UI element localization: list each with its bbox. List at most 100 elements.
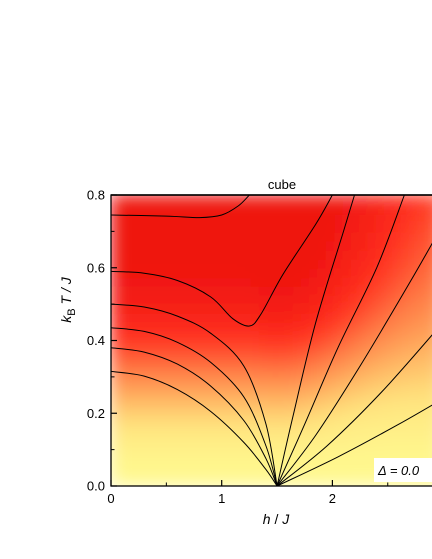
heatmap-cell <box>417 366 428 378</box>
heatmap-cell <box>408 212 420 224</box>
heatmap-cell <box>284 384 295 397</box>
heatmap-cell <box>168 366 179 378</box>
heatmap-cell <box>367 195 378 206</box>
heatmap-cell <box>276 430 287 442</box>
heatmap-cell <box>400 430 411 442</box>
heatmap-cell <box>383 212 395 224</box>
heatmap-cell <box>342 339 353 351</box>
y-tick-label: 0.6 <box>87 260 105 275</box>
heatmap-cell <box>284 294 295 306</box>
heatmap-cell <box>292 339 303 351</box>
heatmap-cell <box>317 357 328 369</box>
heatmap-cell <box>251 384 262 397</box>
heatmap-cell <box>367 475 378 486</box>
heatmap-cell <box>383 366 395 378</box>
heatmap-cell <box>317 203 328 215</box>
heatmap-cell <box>184 275 196 287</box>
heatmap-cell <box>342 312 353 324</box>
heatmap-cell <box>143 421 154 433</box>
heatmap-cell <box>217 448 229 460</box>
heatmap-cell <box>408 266 420 278</box>
heatmap-cell <box>334 475 345 486</box>
heatmap-cell <box>383 412 395 424</box>
heatmap-cell <box>309 239 320 251</box>
heatmap-cell <box>425 357 432 369</box>
heatmap-cell <box>267 430 279 442</box>
heatmap-cell <box>417 248 428 260</box>
heatmap-cell <box>309 448 320 460</box>
heatmap-cell <box>375 275 386 287</box>
heatmap-cell <box>201 412 212 424</box>
heatmap-cell <box>134 203 146 215</box>
heatmap-cell <box>217 212 229 224</box>
heatmap-cell <box>367 394 378 406</box>
heatmap-cell <box>350 203 362 215</box>
heatmap-cell <box>159 439 171 451</box>
heatmap-cell <box>300 330 312 342</box>
heatmap-cell <box>292 312 303 324</box>
heatmap-cell <box>159 475 171 486</box>
heatmap-cell <box>118 195 129 206</box>
heatmap-cell <box>317 339 328 351</box>
heatmap-cell <box>408 195 420 206</box>
heatmap-cell <box>234 366 245 378</box>
heatmap-cell <box>226 475 237 486</box>
heatmap-cell <box>151 330 162 342</box>
heatmap-cell <box>193 448 204 460</box>
heatmap-cell <box>325 239 337 251</box>
heatmap-cell <box>168 421 179 433</box>
heatmap-cell <box>342 266 353 278</box>
heatmap-cell <box>276 448 287 460</box>
heatmap-cell <box>159 312 171 324</box>
heatmap-cell <box>400 330 411 342</box>
heatmap-cell <box>226 430 237 442</box>
heatmap-cell <box>118 466 129 478</box>
heatmap-cell <box>359 348 370 360</box>
heatmap-cell <box>350 212 362 224</box>
heatmap-cell <box>350 248 362 260</box>
heatmap-cell <box>217 457 229 469</box>
heatmap-cell <box>400 257 411 269</box>
heatmap-cell <box>184 348 196 360</box>
heatmap-cell <box>143 230 154 242</box>
contour-7 <box>276 195 355 486</box>
heatmap-cell <box>309 266 320 278</box>
heatmap-cell <box>267 239 279 251</box>
heatmap-cell <box>176 321 187 333</box>
heatmap-cell <box>267 248 279 260</box>
heatmap-cell <box>168 457 179 469</box>
heatmap-cell <box>168 475 179 486</box>
heatmap-cell <box>417 303 428 315</box>
heatmap-cell <box>342 330 353 342</box>
heatmap-cell <box>292 230 303 242</box>
heatmap-cell <box>400 303 411 315</box>
heatmap-cell <box>400 439 411 451</box>
heatmap-cell <box>217 357 229 369</box>
heatmap-cell <box>417 339 428 351</box>
heatmap-cell <box>234 412 245 424</box>
heatmap-cell <box>251 294 262 306</box>
heatmap-cell <box>151 294 162 306</box>
heatmap-cell <box>134 248 146 260</box>
heatmap-cell <box>111 257 121 269</box>
heatmap-cell <box>226 275 237 287</box>
heatmap-cell <box>234 403 245 415</box>
heatmap-cell <box>350 257 362 269</box>
heatmap-cell <box>400 366 411 378</box>
heatmap-cell <box>425 421 432 433</box>
heatmap-cell <box>334 466 345 478</box>
heatmap-cell <box>392 221 403 233</box>
heatmap-cell <box>259 321 270 333</box>
heatmap-cell <box>334 412 345 424</box>
heatmap-cell <box>111 394 121 406</box>
heatmap-cell <box>375 321 386 333</box>
heatmap-cell <box>425 195 432 206</box>
heatmap-cell <box>134 430 146 442</box>
heatmap-cell <box>276 230 287 242</box>
heatmap-cell <box>118 357 129 369</box>
heatmap-cell <box>342 357 353 369</box>
heatmap-cell <box>251 457 262 469</box>
heatmap-cell <box>267 412 279 424</box>
heatmap-cell <box>267 284 279 297</box>
heatmap-cell <box>342 221 353 233</box>
